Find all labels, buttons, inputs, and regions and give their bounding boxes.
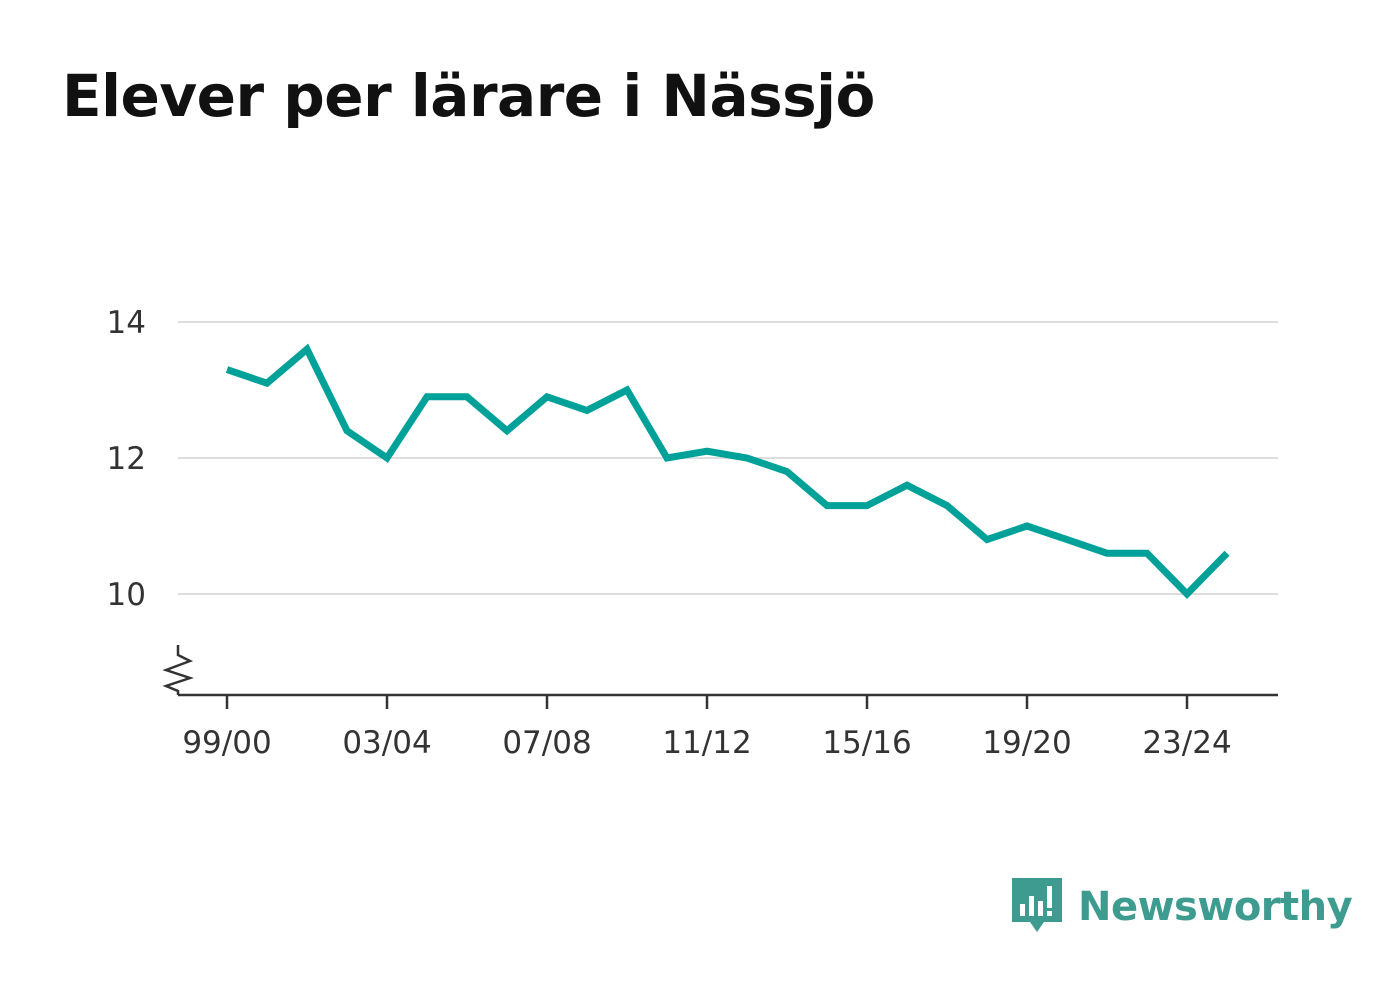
x-tick-label: 11/12 — [662, 725, 751, 761]
series-line — [225, 343, 1230, 599]
brand-name: Newsworthy — [1078, 884, 1353, 930]
y-tick-label: 10 — [107, 577, 146, 613]
y-tick-label: 12 — [107, 441, 146, 477]
x-axis-ticks: 99/00 03/04 07/08 11/12 15/16 19/20 23/24 — [182, 695, 1232, 761]
chart-title: Elever per lärare i Nässjö — [62, 62, 875, 130]
x-tick-label: 15/16 — [822, 725, 911, 761]
x-tick-label: 03/04 — [342, 725, 431, 761]
x-tick-label: 23/24 — [1142, 725, 1231, 761]
y-axis-ticks: 10 12 14 — [107, 305, 146, 613]
x-tick-label: 19/20 — [982, 725, 1071, 761]
x-tick-label: 99/00 — [182, 725, 271, 761]
y-tick-label: 14 — [107, 305, 146, 341]
brand-logo: Newsworthy — [1010, 876, 1353, 938]
x-tick-label: 07/08 — [502, 725, 591, 761]
axis-break-marker — [162, 645, 194, 695]
newsworthy-logo-icon — [1012, 878, 1062, 932]
